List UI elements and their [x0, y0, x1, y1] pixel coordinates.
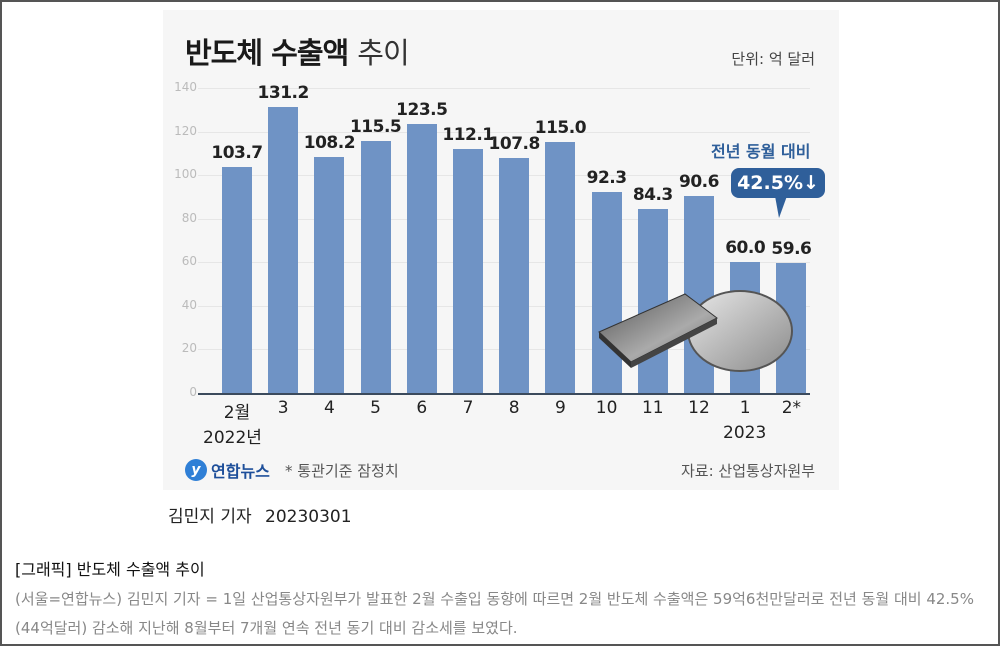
bar — [314, 157, 345, 393]
x-tick-label: 9 — [554, 398, 566, 418]
source-label: 자료: 산업통상자원부 — [680, 462, 815, 480]
yonhap-logo-icon: y — [185, 459, 207, 481]
unit-label: 단위: 억 달러 — [731, 50, 815, 68]
chart-panel: 반도체 수출액 추이 단위: 억 달러 0 20 40 60 80 100 120 140 1… — [163, 10, 839, 490]
bar — [591, 191, 622, 393]
bar — [222, 167, 252, 393]
bar-value-label: 84.3 — [632, 185, 673, 206]
bar-value-label: 59.6 — [771, 239, 812, 260]
title-light: 추이 — [357, 36, 409, 70]
caption-body: (서울=연합뉴스) 김민지 기자 = 1일 산업통상자원부가 발표한 2월 수출… — [15, 590, 974, 637]
x-tick-label: 2월 — [223, 403, 251, 423]
bar — [637, 209, 668, 393]
bar-value-label: 60.0 — [725, 238, 766, 259]
x-axis-baseline — [198, 393, 810, 395]
bar-value-label: 123.5 — [396, 99, 448, 120]
callout-label: 전년 동월 대비 — [711, 142, 811, 161]
year-label-2023: 2023 — [723, 423, 767, 443]
y-tick-label: 100 — [174, 167, 197, 182]
x-tick-label: 7 — [462, 398, 474, 418]
x-tick-label: 5 — [370, 398, 381, 418]
yonhap-logo-text: 연합뉴스 — [211, 462, 270, 481]
bar-value-label: 112.1 — [442, 124, 494, 145]
bar — [406, 123, 437, 393]
chart-title: 반도체 수출액 추이 — [185, 30, 410, 72]
y-tick-label: 140 — [174, 80, 197, 94]
y-tick-label: 40 — [181, 297, 197, 312]
y-tick-label: 80 — [181, 210, 197, 225]
gridline — [198, 131, 810, 133]
bar — [545, 142, 576, 393]
x-tick-label: 2* — [781, 398, 802, 418]
bar-value-label: 115.0 — [534, 118, 587, 139]
bar — [453, 148, 483, 393]
y-tick-label: 20 — [181, 341, 197, 356]
bar — [499, 158, 530, 393]
x-tick-label: 8 — [508, 398, 520, 418]
author: 김민지 기자 — [168, 507, 252, 527]
semiconductor-chip-illustration — [598, 290, 793, 372]
caption-title: [그래픽] 반도체 수출액 추이 — [15, 560, 205, 579]
y-tick-label: 120 — [174, 123, 197, 138]
x-tick-label: 1 — [739, 398, 751, 418]
date: 20230301 — [265, 507, 352, 527]
bar-value-label: 108.2 — [303, 133, 356, 154]
x-tick-label: 3 — [277, 398, 289, 418]
y-tick-label: 0 — [189, 385, 197, 399]
x-tick-label: 4 — [323, 398, 335, 418]
byline: 김민지 기자 20230301 — [168, 502, 352, 527]
callout-badge: 42.5%↓ — [731, 168, 825, 198]
bar-value-label: 131.2 — [257, 83, 310, 104]
gridline — [198, 88, 810, 89]
bar-value-label: 115.5 — [349, 117, 402, 138]
x-tick-label: 11 — [641, 398, 664, 418]
y-tick-label: 60 — [181, 254, 197, 269]
callout-tail — [775, 196, 787, 218]
title-bold: 반도체 수출액 — [185, 36, 349, 70]
bar-value-label: 90.6 — [679, 171, 719, 192]
footnote: * 통관기준 잠정치 — [285, 462, 399, 480]
bar-value-label: 107.8 — [488, 134, 541, 155]
x-tick-label: 12 — [688, 398, 710, 418]
yonhap-logo: y 연합뉴스 — [185, 458, 270, 482]
bar-value-label: 92.3 — [586, 167, 627, 188]
bar — [268, 107, 299, 393]
bar-value-label: 103.7 — [211, 143, 263, 164]
x-tick-label: 6 — [416, 398, 428, 418]
bar — [360, 141, 391, 393]
x-tick-label: 10 — [595, 398, 618, 418]
year-label-2022: 2022년 — [203, 428, 262, 448]
